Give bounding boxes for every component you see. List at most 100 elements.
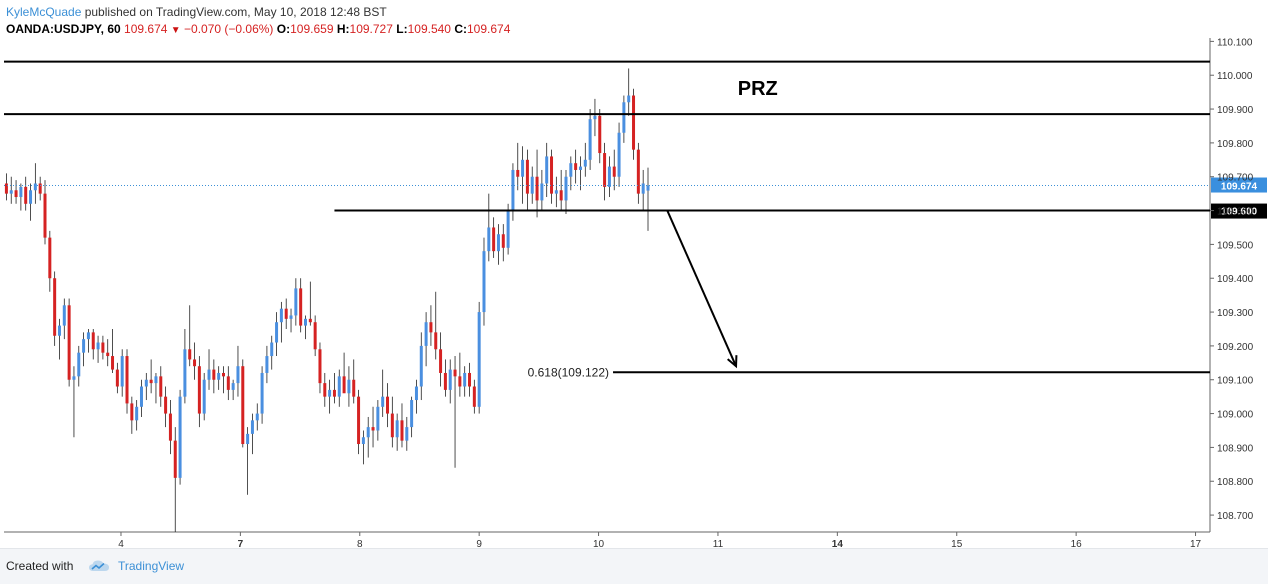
candle-body (419, 345, 423, 387)
candle-body (260, 372, 264, 414)
candle-body (120, 356, 124, 387)
candle-body (632, 95, 636, 150)
y-tick-label: 108.800 (1217, 477, 1254, 488)
candle-body (603, 153, 607, 187)
published-text: published on TradingView.com, May 10, 20… (81, 5, 387, 19)
candle-body (289, 315, 293, 319)
candle-body (144, 379, 148, 387)
candle-body (487, 227, 491, 252)
x-tick-label: 11 (713, 539, 724, 548)
candle-body (641, 183, 645, 194)
candle-body (24, 186, 28, 204)
x-tick-label: 17 (1190, 539, 1202, 548)
candle-body (265, 356, 269, 373)
candle-body (501, 234, 505, 248)
candle-body (125, 356, 129, 404)
last-price-tag-label: 109.674 (1221, 182, 1258, 193)
author-link[interactable]: KyleMcQuade (6, 5, 82, 19)
candle-body (149, 379, 153, 384)
candle-body (207, 369, 211, 380)
candle-body (72, 376, 76, 380)
x-tick-label: 4 (118, 539, 124, 548)
candle-body (525, 159, 529, 194)
publish-line: KyleMcQuade published on TradingView.com… (6, 4, 1258, 21)
y-tick-label: 109.100 (1217, 376, 1254, 387)
candle-body (337, 376, 341, 397)
candle-body (202, 379, 206, 414)
candle-body (294, 288, 298, 316)
tradingview-brand[interactable]: TradingView (118, 559, 185, 573)
y-tick-label: 109.700 (1217, 173, 1254, 184)
candle-body (342, 376, 346, 394)
candle-body (139, 386, 143, 407)
y-tick-label: 108.700 (1217, 511, 1254, 522)
candle-body (559, 190, 563, 201)
candle-body (366, 427, 370, 438)
candle-body (53, 278, 57, 336)
candle-body (226, 376, 230, 390)
candle-body (636, 149, 640, 194)
candle-body (318, 349, 322, 384)
candle-body (376, 406, 380, 431)
candle-body (154, 376, 158, 384)
candle-body (14, 190, 18, 198)
y-tick-label: 109.300 (1217, 308, 1254, 319)
candle-body (101, 342, 105, 353)
candle-body (19, 186, 23, 198)
candle-body (284, 308, 288, 319)
candle-body (86, 332, 90, 340)
tradingview-cloud-icon[interactable] (88, 559, 110, 573)
candle-body (106, 352, 110, 357)
candle-body (135, 406, 139, 421)
candle-body (578, 166, 582, 170)
candle-body (593, 115, 597, 120)
candle-body (178, 396, 182, 478)
y-tick-label: 110.000 (1217, 71, 1253, 82)
x-tick-label: 15 (951, 539, 963, 548)
candle-body (361, 437, 365, 445)
down-triangle-icon: ▼ (170, 25, 181, 36)
candle-body (622, 102, 626, 133)
candle-body (448, 369, 452, 390)
candle-body (564, 176, 568, 201)
candle-body (352, 379, 356, 397)
candle-body (395, 420, 399, 438)
y-tick-label: 109.800 (1217, 139, 1254, 150)
candle-body (159, 376, 163, 397)
candle-body (313, 322, 317, 350)
low-label: L: (396, 22, 408, 36)
candle-body (554, 190, 558, 194)
fib-level-label: 0.618(109.122) (528, 365, 609, 379)
candle-body (646, 185, 650, 191)
last-price-tag (1211, 177, 1267, 193)
candle-body (4, 183, 8, 194)
y-tick-label: 108.900 (1217, 443, 1254, 454)
candle-body (434, 332, 438, 350)
x-tick-label: 8 (357, 539, 363, 548)
symbol-label[interactable]: OANDA:USDJPY, 60 (6, 22, 121, 36)
candle-body (405, 427, 409, 441)
candle-body (496, 234, 500, 252)
candle-body (458, 376, 462, 387)
candle-body (540, 183, 544, 201)
candle-body (241, 366, 245, 445)
candle-body (612, 166, 616, 177)
candle-body (91, 332, 95, 350)
candle-body (183, 349, 187, 397)
candle-body (347, 379, 351, 394)
candle-body (492, 227, 496, 252)
candle-body (9, 190, 13, 194)
candle-body (197, 366, 201, 414)
y-tick-label: 110.100 (1217, 38, 1253, 48)
candle-body (482, 251, 486, 313)
candle-body (193, 359, 197, 367)
close-label: C: (454, 22, 467, 36)
support-tag-label: 109.600 (1221, 207, 1258, 218)
candle-body (96, 342, 100, 350)
candle-body (328, 389, 332, 397)
candle-body (521, 159, 525, 177)
candle-body (173, 440, 177, 478)
candle-body (381, 396, 385, 407)
